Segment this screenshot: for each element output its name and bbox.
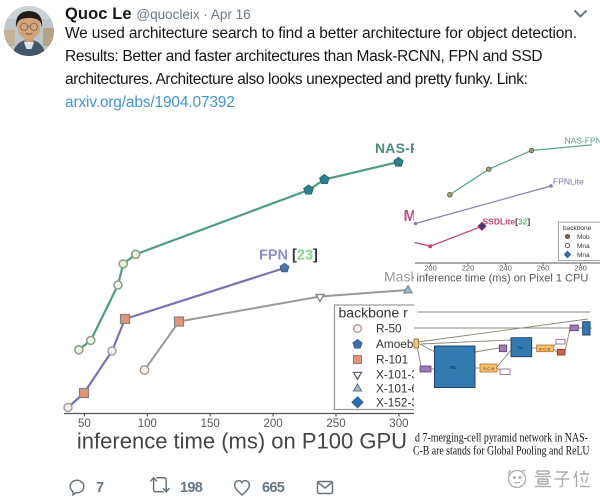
svg-text:Mna: Mna	[577, 252, 590, 259]
svg-text:backbone r: backbone r	[339, 305, 409, 321]
svg-text:X-101-6: X-101-6	[376, 382, 418, 396]
svg-text:50: 50	[78, 418, 91, 430]
svg-text:150: 150	[201, 418, 220, 430]
svg-text:inference time (ms) on P100 GP: inference time (ms) on P100 GPU	[77, 429, 407, 454]
svg-text:R-C-B: R-C-B	[539, 347, 550, 352]
svg-text:R-101: R-101	[376, 353, 408, 367]
svg-text:SSDLite[32]: SSDLite[32]	[483, 217, 531, 227]
svg-text:220: 220	[462, 264, 475, 273]
svg-text:FPNLite: FPNLite	[553, 177, 584, 187]
svg-text:240: 240	[499, 264, 512, 273]
svg-text:Mna: Mna	[577, 243, 590, 250]
svg-text:M: M	[404, 208, 417, 225]
svg-text:R-50: R-50	[376, 322, 402, 336]
svg-text:100: 100	[138, 418, 157, 430]
svg-text:250: 250	[326, 418, 345, 430]
svg-text:d 7-merging-cell pyramid netwo: d 7-merging-cell pyramid network in NAS-	[415, 431, 588, 445]
svg-text:200: 200	[264, 418, 283, 430]
svg-text:NAS-FPN: NAS-FPN	[565, 136, 600, 146]
svg-text:X-101-3: X-101-3	[376, 368, 418, 382]
svg-text:Mask: Mask	[384, 269, 418, 285]
svg-text:C-B are stands for Global Pool: C-B are stands for Global Pooling and Re…	[413, 444, 590, 458]
svg-text:Amoeba: Amoeba	[376, 337, 420, 351]
svg-text:R4: R4	[518, 345, 524, 350]
svg-text:260: 260	[537, 264, 550, 273]
svg-text:FPN [23]: FPN [23]	[259, 248, 318, 264]
svg-text:X-152-3: X-152-3	[376, 396, 418, 410]
svg-text:R-C-B: R-C-B	[483, 366, 494, 371]
svg-text:inference time (ms) on Pixel 1: inference time (ms) on Pixel 1 CPU	[417, 273, 589, 285]
svg-text:backbone: backbone	[563, 225, 592, 232]
svg-text:R5: R5	[450, 365, 456, 370]
svg-text:280: 280	[574, 264, 587, 273]
svg-text:300: 300	[389, 418, 408, 430]
svg-text:200: 200	[424, 264, 437, 273]
svg-text:Mob: Mob	[577, 234, 590, 241]
